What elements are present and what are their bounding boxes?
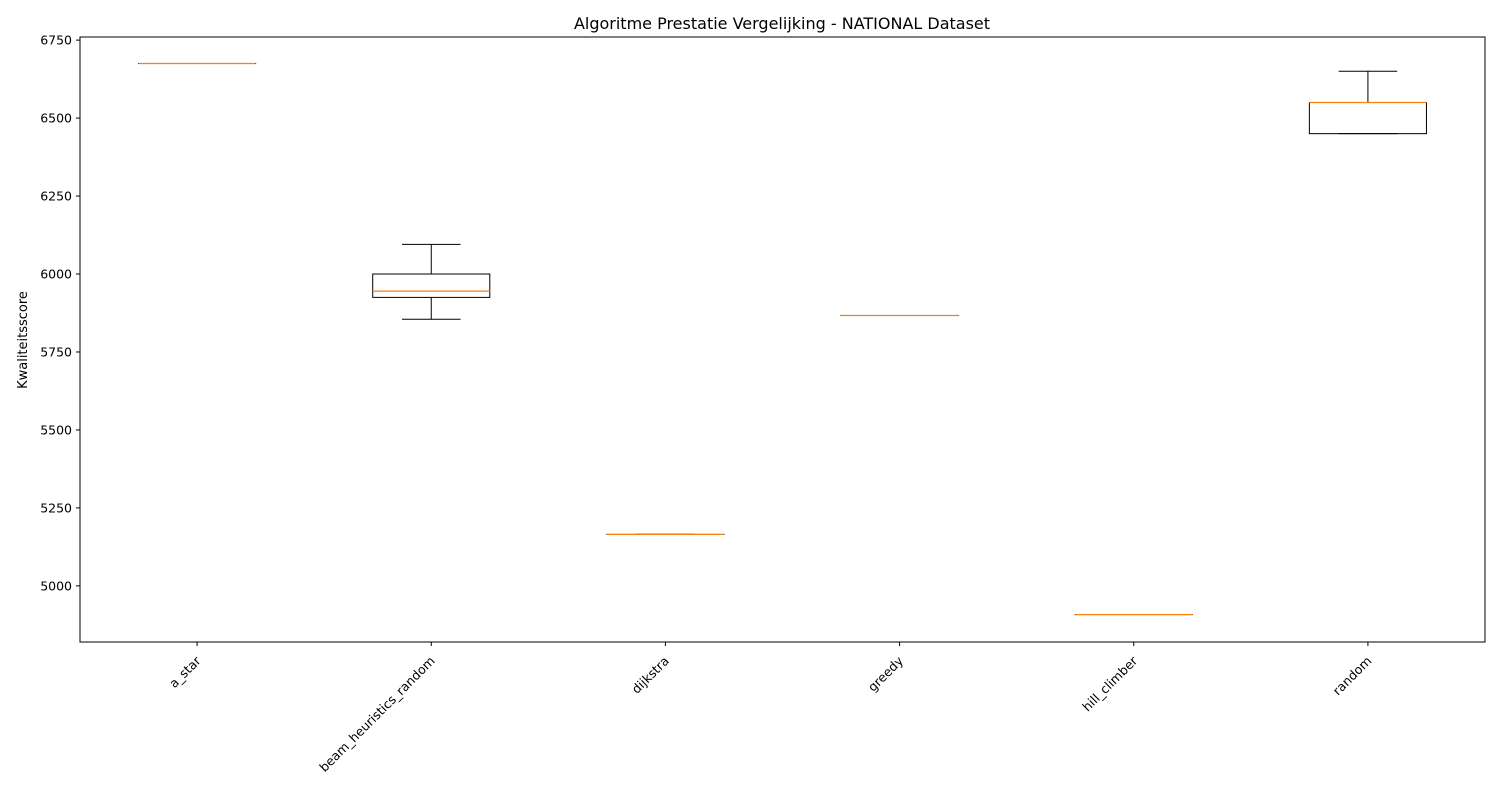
y-tick-label: 6250: [40, 189, 72, 204]
plot-area-frame: [79, 36, 1486, 643]
box-beam_heuristics_random: [372, 243, 491, 320]
x-axis: a_star beam_heuristics_random dijkstra gree…: [166, 642, 1374, 775]
x-tick-label: hill_climber: [1079, 653, 1141, 715]
y-tick-label: 5750: [40, 344, 72, 359]
box-body: [1308, 101, 1427, 135]
x-tick-label: a_star: [166, 653, 204, 691]
y-tick-label: 6750: [40, 33, 72, 48]
y-tick-label: 6500: [40, 111, 72, 126]
boxes: [138, 62, 1427, 616]
y-tick-label: 5500: [40, 422, 72, 437]
y-tick-label: 5000: [40, 578, 72, 593]
y-tick-label: 6000: [40, 267, 72, 282]
y-axis: 5000 5250 5500 5750 6000 6250 6500 6750: [40, 33, 80, 593]
x-tick-label: random: [1330, 653, 1375, 698]
y-axis-label: Kwaliteitsscore: [16, 291, 31, 389]
x-tick-label: dijkstra: [629, 653, 672, 696]
y-tick-label: 5250: [40, 500, 72, 515]
box-random: [1308, 70, 1427, 135]
chart-title: Algoritme Prestatie Vergelijking - NATIO…: [574, 14, 990, 33]
x-tick-label: greedy: [865, 653, 907, 695]
x-tick-label: beam_heuristics_random: [316, 653, 438, 775]
box-body: [372, 273, 491, 298]
